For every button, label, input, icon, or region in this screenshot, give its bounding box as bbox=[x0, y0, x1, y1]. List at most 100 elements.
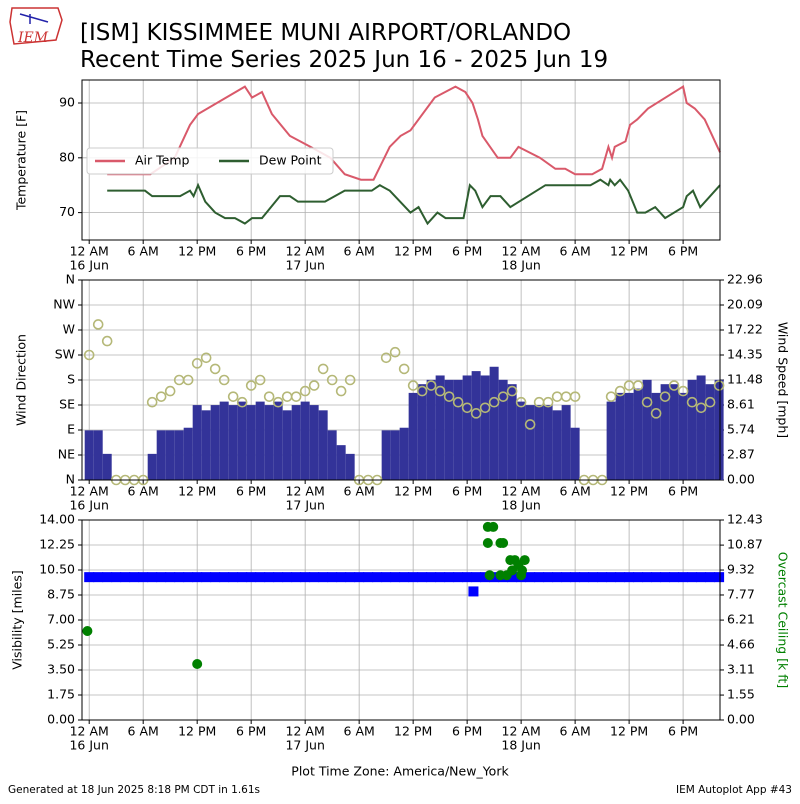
x-tick-label: 6 AM bbox=[559, 244, 590, 259]
bar bbox=[93, 430, 103, 480]
x-tick-label: 6 AM bbox=[128, 244, 159, 259]
x-tick-label: 6 PM bbox=[236, 244, 266, 259]
y-axis-label: Visibility [miles] bbox=[10, 570, 25, 669]
point bbox=[390, 572, 401, 583]
point bbox=[299, 385, 311, 397]
chart-title: [ISM] KISSIMMEE MUNI AIRPORT/ORLANDO bbox=[80, 20, 571, 46]
bar bbox=[408, 392, 418, 480]
y2-tick-label: 22.96 bbox=[727, 272, 763, 287]
panel: 12 AM 6 AM 12 PM 6 PM 12 AM 6 AM 12 PM 6 PM 12 A… bbox=[14, 79, 721, 273]
point bbox=[146, 396, 158, 408]
bar bbox=[237, 401, 247, 480]
point bbox=[468, 586, 479, 597]
point bbox=[255, 572, 266, 583]
bar bbox=[246, 405, 256, 480]
bar bbox=[336, 445, 346, 480]
bar bbox=[300, 401, 310, 480]
point bbox=[218, 374, 230, 386]
bar bbox=[633, 388, 643, 480]
bar bbox=[390, 430, 400, 480]
y-tick-label: 70 bbox=[59, 204, 75, 219]
y2-tick-label: 0.00 bbox=[727, 712, 755, 727]
point bbox=[588, 572, 599, 583]
point bbox=[156, 572, 167, 583]
point bbox=[336, 572, 347, 583]
x-date-label: 16 Jun bbox=[69, 498, 108, 513]
bar bbox=[210, 405, 220, 480]
point bbox=[515, 396, 527, 408]
x-date-label: 18 Jun bbox=[501, 498, 540, 513]
bar bbox=[192, 405, 202, 480]
x-tick-label: 12 PM bbox=[610, 484, 648, 499]
bar bbox=[255, 401, 265, 480]
point bbox=[425, 380, 437, 391]
point bbox=[570, 572, 581, 583]
legend-label: Dew Point bbox=[259, 153, 322, 168]
x-tick-label: 6 AM bbox=[559, 484, 590, 499]
x-date-label: 17 Jun bbox=[285, 738, 324, 753]
y2-tick-label: 5.74 bbox=[727, 422, 755, 437]
bar bbox=[561, 405, 571, 480]
x-tick-label: 12 PM bbox=[178, 244, 216, 259]
point bbox=[380, 352, 392, 364]
x-date-label: 18 Jun bbox=[501, 738, 540, 753]
bar bbox=[273, 401, 283, 480]
y-tick-label: 12.25 bbox=[39, 537, 75, 552]
bar bbox=[471, 371, 481, 480]
y-tick-label: 0.00 bbox=[47, 712, 75, 727]
y-axis-label: Temperature [F] bbox=[14, 110, 29, 211]
x-tick-label: 12 AM bbox=[286, 724, 325, 739]
x-tick-label: 6 PM bbox=[236, 724, 266, 739]
bar bbox=[309, 405, 319, 480]
x-tick-label: 6 PM bbox=[452, 484, 482, 499]
y2-tick-label: 3.11 bbox=[727, 661, 755, 676]
bar bbox=[345, 453, 355, 480]
point bbox=[192, 659, 203, 670]
bar bbox=[660, 384, 670, 480]
point bbox=[381, 572, 392, 583]
point bbox=[704, 396, 716, 408]
point bbox=[399, 572, 410, 583]
point bbox=[453, 572, 464, 583]
point bbox=[659, 391, 671, 402]
y-tick-label: E bbox=[67, 422, 75, 437]
point bbox=[443, 391, 455, 402]
point bbox=[632, 380, 644, 391]
point bbox=[507, 572, 518, 583]
y-tick-label: N bbox=[66, 472, 75, 487]
bar bbox=[543, 405, 553, 480]
point bbox=[696, 572, 707, 583]
y-axis-label: Wind Direction bbox=[14, 334, 29, 426]
y-tick-label: SE bbox=[59, 397, 75, 412]
bar bbox=[147, 453, 157, 480]
point bbox=[308, 380, 320, 391]
bar bbox=[714, 379, 724, 480]
point bbox=[191, 358, 203, 369]
logo-text: IEM bbox=[17, 30, 49, 46]
bar bbox=[498, 379, 508, 480]
point bbox=[714, 572, 725, 583]
point bbox=[435, 572, 446, 583]
bar bbox=[264, 405, 274, 480]
y2-tick-label: 7.77 bbox=[727, 586, 755, 601]
y2-tick-label: 17.22 bbox=[727, 322, 763, 337]
x-date-label: 18 Jun bbox=[501, 258, 540, 273]
bar bbox=[480, 375, 490, 480]
x-tick-label: 12 AM bbox=[502, 724, 541, 739]
point bbox=[93, 572, 104, 583]
point bbox=[426, 572, 437, 583]
point bbox=[597, 572, 608, 583]
point bbox=[569, 391, 581, 402]
point bbox=[615, 572, 626, 583]
point bbox=[228, 572, 239, 583]
x-tick-label: 6 AM bbox=[344, 244, 375, 259]
point bbox=[183, 572, 194, 583]
panel: 12 AM 6 AM 12 PM 6 PM 12 AM 6 AM 12 PM 6 PM 12 A… bbox=[10, 512, 791, 753]
y2-tick-label: 6.21 bbox=[727, 612, 755, 627]
bar bbox=[489, 366, 499, 480]
x-tick-label: 12 AM bbox=[502, 244, 541, 259]
chart-subtitle: Recent Time Series 2025 Jun 16 - 2025 Ju… bbox=[80, 47, 608, 73]
bar bbox=[696, 375, 706, 480]
point bbox=[345, 572, 356, 583]
